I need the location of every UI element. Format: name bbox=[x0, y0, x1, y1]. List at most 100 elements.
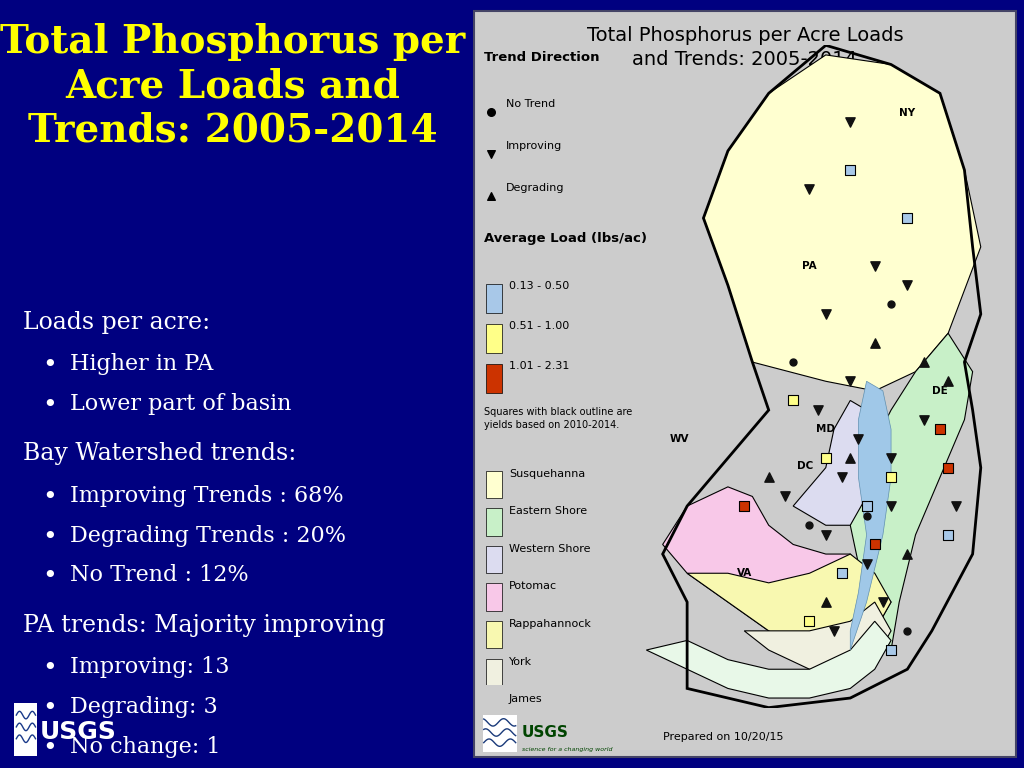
Point bbox=[948, 500, 965, 512]
Point bbox=[761, 471, 777, 483]
Polygon shape bbox=[794, 400, 874, 525]
Text: Improving: Improving bbox=[506, 141, 562, 151]
Text: James: James bbox=[509, 694, 543, 704]
Text: science for a changing world: science for a changing world bbox=[522, 747, 612, 752]
Point bbox=[858, 500, 874, 512]
Text: Loads per acre:: Loads per acre: bbox=[24, 311, 210, 334]
Bar bbox=[486, 584, 503, 611]
Point bbox=[482, 106, 499, 118]
Point bbox=[809, 404, 825, 416]
Point bbox=[842, 164, 858, 176]
Point bbox=[883, 298, 899, 310]
Point bbox=[817, 452, 834, 464]
Bar bbox=[486, 508, 503, 535]
Text: Eastern Shore: Eastern Shore bbox=[509, 506, 587, 516]
Text: Higher in PA: Higher in PA bbox=[70, 353, 213, 376]
Text: PA trends: Majority improving: PA trends: Majority improving bbox=[24, 614, 386, 637]
Point bbox=[842, 116, 858, 128]
Point bbox=[883, 644, 899, 656]
Point bbox=[883, 500, 899, 512]
Bar bbox=[486, 283, 503, 313]
Text: DE: DE bbox=[932, 386, 948, 396]
Text: Lower part of basin: Lower part of basin bbox=[70, 393, 291, 415]
Bar bbox=[486, 621, 503, 648]
Polygon shape bbox=[663, 487, 891, 650]
Point bbox=[785, 356, 802, 368]
Text: Rappahannock: Rappahannock bbox=[509, 619, 592, 629]
Text: Total Phosphorus per Acre Loads
and Trends: 2005-2014: Total Phosphorus per Acre Loads and Tren… bbox=[587, 27, 903, 69]
Text: Western Shore: Western Shore bbox=[509, 544, 591, 554]
Point bbox=[899, 624, 915, 637]
Point bbox=[834, 567, 850, 579]
Point bbox=[940, 462, 956, 474]
Point bbox=[899, 212, 915, 224]
Text: Improving Trends : 68%: Improving Trends : 68% bbox=[70, 485, 343, 507]
Text: Improving: 13: Improving: 13 bbox=[70, 656, 229, 678]
Text: Potomac: Potomac bbox=[509, 581, 557, 591]
Polygon shape bbox=[646, 621, 891, 698]
Point bbox=[817, 596, 834, 608]
Text: USGS: USGS bbox=[40, 720, 117, 744]
Polygon shape bbox=[687, 554, 891, 650]
Point bbox=[482, 148, 499, 161]
Text: MD: MD bbox=[816, 424, 836, 434]
Point bbox=[932, 423, 948, 435]
Point bbox=[842, 375, 858, 387]
Text: Degrading: Degrading bbox=[506, 184, 564, 194]
Point bbox=[899, 548, 915, 560]
Point bbox=[785, 394, 802, 406]
Text: Squares with black outline are
yields based on 2010-2014.: Squares with black outline are yields ba… bbox=[484, 407, 633, 430]
Text: WV: WV bbox=[670, 434, 689, 444]
Bar bbox=[486, 364, 503, 393]
Point bbox=[842, 452, 858, 464]
Polygon shape bbox=[850, 333, 973, 650]
Text: Trend Direction: Trend Direction bbox=[484, 51, 600, 64]
Text: 1.01 - 2.31: 1.01 - 2.31 bbox=[509, 361, 569, 371]
Text: •: • bbox=[42, 485, 56, 508]
Text: •: • bbox=[42, 696, 56, 720]
Text: PA: PA bbox=[802, 261, 817, 271]
Point bbox=[866, 260, 883, 272]
Text: No change: 1: No change: 1 bbox=[70, 736, 220, 758]
Text: •: • bbox=[42, 393, 56, 417]
Text: Degrading: 3: Degrading: 3 bbox=[70, 696, 218, 718]
Point bbox=[802, 183, 818, 195]
Point bbox=[858, 509, 874, 521]
Polygon shape bbox=[703, 55, 981, 391]
Bar bbox=[14, 703, 37, 756]
Bar bbox=[486, 546, 503, 573]
Point bbox=[482, 190, 499, 203]
Point bbox=[850, 432, 866, 445]
Polygon shape bbox=[850, 381, 891, 650]
Point bbox=[825, 624, 842, 637]
Point bbox=[874, 596, 891, 608]
Text: Bay Watershed trends:: Bay Watershed trends: bbox=[24, 442, 297, 465]
Bar bbox=[486, 324, 503, 353]
Text: No Trend : 12%: No Trend : 12% bbox=[70, 564, 249, 587]
Text: Total Phosphorus per
Acre Loads and
Trends: 2005-2014: Total Phosphorus per Acre Loads and Tren… bbox=[0, 23, 466, 149]
Text: Degrading Trends : 20%: Degrading Trends : 20% bbox=[70, 525, 346, 547]
Text: NY: NY bbox=[899, 108, 915, 118]
Point bbox=[915, 356, 932, 368]
Point bbox=[866, 538, 883, 551]
Text: •: • bbox=[42, 525, 56, 548]
Bar bbox=[486, 696, 503, 723]
Text: No Trend: No Trend bbox=[506, 99, 555, 109]
Point bbox=[940, 528, 956, 541]
Text: VA: VA bbox=[736, 568, 752, 578]
Point bbox=[777, 490, 794, 502]
Point bbox=[802, 615, 818, 627]
Text: Susquehanna: Susquehanna bbox=[509, 469, 586, 479]
Text: DC: DC bbox=[798, 461, 813, 471]
Point bbox=[883, 452, 899, 464]
Point bbox=[858, 558, 874, 570]
Point bbox=[736, 500, 753, 512]
Text: 0.51 - 1.00: 0.51 - 1.00 bbox=[509, 321, 569, 331]
Point bbox=[866, 336, 883, 349]
Text: Average Load (lbs/ac): Average Load (lbs/ac) bbox=[484, 232, 647, 245]
Text: •: • bbox=[42, 736, 56, 760]
Point bbox=[817, 528, 834, 541]
Point bbox=[899, 279, 915, 291]
Text: Prepared on 10/20/15: Prepared on 10/20/15 bbox=[663, 731, 783, 742]
Text: •: • bbox=[42, 564, 56, 588]
